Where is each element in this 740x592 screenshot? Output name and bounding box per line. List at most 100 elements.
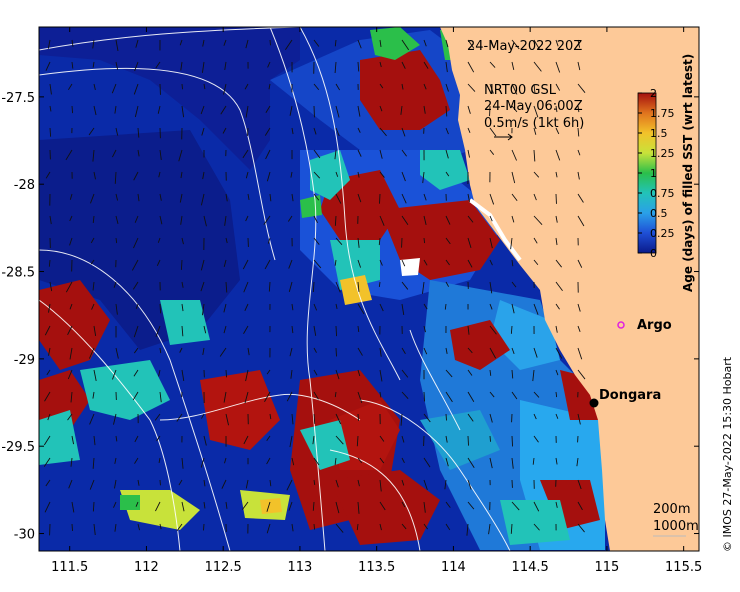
current-arrow bbox=[69, 193, 73, 200]
current-arrow bbox=[577, 369, 586, 380]
current-arrow bbox=[357, 347, 363, 356]
current-arrow bbox=[93, 523, 96, 536]
current-arrow bbox=[577, 325, 581, 332]
place-dongara: Dongara bbox=[589, 388, 661, 408]
current-arrow bbox=[401, 83, 404, 90]
current-arrow bbox=[245, 171, 249, 179]
current-arrow bbox=[92, 457, 95, 469]
current-arrow bbox=[88, 347, 95, 359]
current-arrow bbox=[180, 215, 183, 225]
current-arrow bbox=[90, 193, 95, 204]
current-arrow bbox=[357, 193, 362, 203]
current-arrow bbox=[180, 259, 183, 270]
current-arrow bbox=[445, 215, 451, 225]
current-arrow bbox=[511, 347, 515, 355]
current-arrow bbox=[467, 413, 474, 422]
current-arrow bbox=[401, 215, 409, 225]
current-arrow bbox=[266, 171, 271, 182]
current-arrow bbox=[224, 215, 227, 226]
current-arrow bbox=[555, 83, 561, 91]
current-arrow bbox=[202, 303, 205, 316]
current-arrow bbox=[93, 105, 97, 116]
current-arrow bbox=[313, 325, 317, 336]
current-arrow bbox=[70, 457, 73, 467]
current-arrow bbox=[335, 501, 340, 514]
scale-arrow bbox=[494, 133, 513, 141]
current-arrow bbox=[467, 61, 475, 73]
current-arrow bbox=[155, 325, 161, 337]
colorbar-tick-label: 1.5 bbox=[650, 127, 668, 140]
current-arrow bbox=[137, 127, 140, 138]
current-arrow bbox=[445, 347, 448, 354]
current-arrow bbox=[312, 281, 315, 293]
current-arrow bbox=[334, 391, 337, 398]
current-arrow bbox=[445, 39, 449, 48]
current-arrow bbox=[467, 193, 471, 202]
current-arrow bbox=[555, 281, 563, 292]
y-tick-label: -28.5 bbox=[1, 266, 35, 281]
current-arrow bbox=[335, 105, 340, 118]
current-arrow bbox=[445, 127, 449, 135]
current-arrow bbox=[200, 457, 205, 468]
x-tick-label: 114.5 bbox=[512, 560, 549, 575]
current-arrow bbox=[69, 237, 73, 246]
current-arrow bbox=[245, 369, 249, 382]
current-arrow bbox=[511, 171, 516, 184]
current-arrow bbox=[357, 325, 360, 332]
current-arrow bbox=[313, 259, 322, 269]
y-tick-label: -29.5 bbox=[1, 440, 35, 455]
current-arrow bbox=[178, 149, 183, 162]
credit-text: © IMOS 27-May-2022 15:30 Hobart bbox=[721, 356, 734, 552]
current-arrow bbox=[203, 479, 206, 487]
current-arrow bbox=[200, 281, 205, 292]
current-arrow bbox=[287, 215, 293, 222]
current-arrow bbox=[313, 83, 320, 91]
colorbar-tick-label: 0 bbox=[650, 247, 657, 260]
current-arrow bbox=[291, 457, 295, 466]
current-arrow bbox=[555, 347, 563, 359]
current-arrow bbox=[445, 369, 453, 378]
current-arrow bbox=[67, 413, 73, 421]
current-arrow bbox=[155, 61, 161, 69]
current-arrow bbox=[181, 105, 185, 118]
current-arrow bbox=[159, 347, 162, 354]
current-arrow bbox=[576, 457, 579, 467]
current-arrow bbox=[401, 193, 407, 204]
current-arrow bbox=[71, 39, 74, 47]
current-arrow bbox=[445, 501, 451, 508]
current-arrow bbox=[115, 347, 119, 359]
current-arrow bbox=[467, 237, 472, 248]
current-arrow bbox=[401, 523, 407, 530]
current-arrow bbox=[313, 39, 320, 47]
current-arrow bbox=[511, 105, 518, 113]
current-arrow bbox=[203, 83, 206, 90]
current-arrow bbox=[286, 391, 293, 402]
current-arrow bbox=[266, 457, 271, 465]
current-arrow bbox=[111, 83, 117, 94]
current-arrow bbox=[445, 457, 449, 467]
current-arrow bbox=[379, 259, 383, 266]
current-arrow bbox=[135, 39, 139, 48]
current-arrow bbox=[67, 369, 73, 380]
current-arrow bbox=[357, 413, 359, 421]
current-arrow bbox=[222, 127, 227, 134]
y-tick-label: -29 bbox=[14, 353, 35, 368]
current-arrow bbox=[113, 413, 117, 425]
current-arrow bbox=[445, 149, 449, 159]
current-arrow bbox=[178, 479, 183, 486]
current-arrow bbox=[71, 523, 73, 531]
current-arrow bbox=[137, 193, 140, 202]
current-arrow bbox=[467, 39, 475, 49]
current-arrow bbox=[489, 391, 495, 398]
current-arrow bbox=[159, 193, 162, 201]
colorbar-tick-label: 0.5 bbox=[650, 207, 668, 220]
current-arrow bbox=[89, 479, 95, 490]
current-arrow bbox=[489, 435, 491, 442]
current-arrow bbox=[335, 127, 340, 137]
current-arrow bbox=[313, 391, 319, 400]
current-arrow bbox=[44, 391, 51, 402]
current-arrow bbox=[265, 149, 271, 160]
current-arrow bbox=[533, 303, 539, 315]
current-arrow bbox=[423, 193, 427, 201]
current-arrow bbox=[47, 39, 51, 49]
